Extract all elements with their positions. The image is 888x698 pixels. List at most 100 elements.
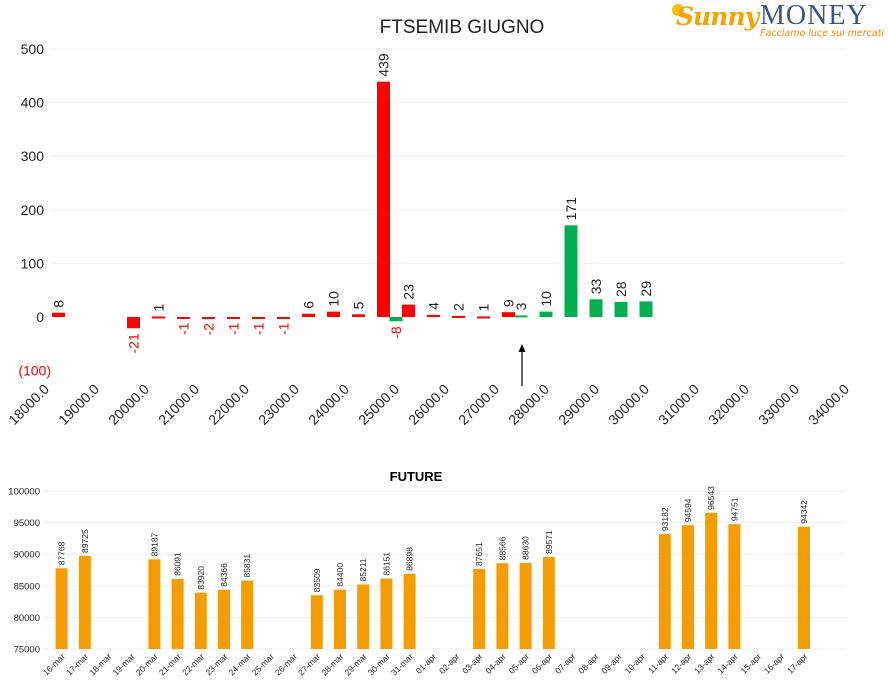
x-tick-label: 26000.0 (405, 381, 452, 428)
y-tick-label: 90000 (14, 550, 40, 561)
y-tick-label: 85000 (14, 581, 40, 592)
x-tick-label: 32000.0 (705, 381, 752, 428)
x-tick-label: 31-mar (389, 651, 415, 677)
x-tick-label: 22000.0 (205, 381, 252, 428)
x-tick-label: 09-apr (599, 651, 624, 676)
bar (639, 301, 653, 317)
bar (564, 225, 578, 317)
future-data-label: 94342 (799, 500, 809, 524)
arrow-up-icon (518, 344, 526, 352)
bar-data-label: -1 (251, 322, 267, 335)
bar-data-label: 439 (376, 53, 392, 77)
future-bar (334, 589, 346, 649)
bar (327, 311, 340, 317)
bar (52, 312, 65, 317)
bar-data-label: 3 (513, 302, 529, 310)
x-tick-label: 22-mar (180, 651, 206, 677)
x-tick-label: 17-mar (64, 651, 90, 677)
x-tick-label: 06-apr (530, 651, 555, 676)
x-tick-label: 27000.0 (455, 381, 502, 428)
x-tick-label: 01-apr (414, 651, 439, 676)
bar-data-label: -2 (201, 323, 217, 336)
future-bar (705, 512, 718, 649)
x-tick-label: 34000.0 (805, 381, 852, 428)
bar-data-label: 171 (563, 197, 579, 221)
future-data-label: 84400 (335, 563, 345, 587)
bar (389, 317, 403, 322)
future-price-chart: FUTURE 100000 95000 90000 85000 80000 75000 877… (8, 469, 846, 677)
future-bar (798, 526, 810, 649)
future-bar (171, 578, 184, 649)
future-data-label: 83920 (196, 566, 206, 590)
y-tick-label: 0 (36, 309, 44, 325)
bar (614, 301, 628, 317)
x-tick-label: 11-apr (646, 651, 670, 675)
bar (377, 81, 390, 317)
bar (402, 304, 415, 317)
future-bar (78, 555, 91, 649)
future-bar (310, 595, 323, 649)
y-tick-label: 95000 (14, 518, 40, 529)
bar-data-label: -1 (276, 322, 292, 335)
x-tick-label: 14-apr (715, 651, 740, 676)
x-tick-label: 16-apr (762, 651, 787, 676)
bar-data-label: 33 (588, 279, 604, 295)
y-tick-label: 200 (21, 202, 45, 218)
bar-data-label: 1 (476, 303, 492, 311)
future-bar (496, 563, 509, 649)
future-bar (403, 573, 416, 649)
x-tick-label: 23000.0 (255, 381, 302, 428)
x-tick-label: 23-mar (203, 651, 229, 677)
x-tick-label: 29000.0 (555, 381, 602, 428)
future-data-label: 96543 (706, 486, 716, 510)
x-tick-label: 20000.0 (105, 381, 152, 428)
future-data-label: 83509 (312, 568, 322, 592)
x-tick-label: 25000.0 (355, 381, 402, 428)
x-tick-label: 24000.0 (305, 381, 352, 428)
bar-data-label: 10 (538, 291, 554, 307)
bar (227, 317, 240, 319)
y-tick-label: 100 (21, 255, 45, 271)
x-tick-label: 12-apr (669, 651, 694, 676)
x-tick-label: 28-mar (319, 651, 345, 677)
sun-icon (672, 4, 684, 16)
future-data-label: 89187 (149, 532, 159, 556)
x-tick-label: 18-mar (87, 651, 113, 677)
future-title: FUTURE (390, 469, 443, 484)
y-tick-label: 400 (21, 95, 45, 111)
future-bar (682, 525, 694, 649)
x-tick-label: 05-apr (507, 651, 532, 676)
future-data-label: 85831 (242, 554, 252, 578)
future-bar (519, 562, 532, 649)
x-tick-label: 08-apr (576, 651, 601, 676)
x-tick-label: 20-mar (134, 651, 160, 677)
future-bar (728, 524, 741, 649)
future-data-label: 94751 (729, 497, 739, 521)
future-data-label: 94594 (683, 498, 693, 522)
logo-brand-money: MONEY (760, 0, 868, 31)
x-tick-label: 30-mar (366, 651, 392, 677)
bar (302, 313, 315, 317)
y-tick-label: 80000 (14, 613, 40, 624)
bar-data-label: 5 (351, 301, 367, 309)
bar-data-label: 29 (638, 281, 654, 297)
x-tick-label: 31000.0 (655, 381, 702, 428)
future-data-label: 88566 (497, 536, 507, 560)
bar-data-label: 1 (151, 303, 167, 311)
bar (277, 317, 290, 319)
x-tick-label: 07-apr (553, 651, 578, 676)
future-bar (218, 589, 230, 649)
x-tick-label: 27-mar (296, 651, 322, 677)
x-tick-label: 29-mar (342, 651, 368, 677)
bar (539, 311, 553, 317)
bar-data-label: -21 (126, 333, 142, 353)
y-tick-label: 75000 (14, 645, 40, 656)
future-bar (380, 578, 393, 649)
bar-data-label: 8 (51, 300, 67, 308)
y-tick-label: 500 (21, 41, 45, 57)
bar-data-label: 23 (401, 284, 417, 300)
x-tick-label: 33000.0 (755, 381, 802, 428)
logo-brand-sunny: Sunny (676, 2, 759, 31)
future-data-label: 89725 (80, 529, 90, 553)
x-tick-label: 18000.0 (5, 381, 52, 428)
